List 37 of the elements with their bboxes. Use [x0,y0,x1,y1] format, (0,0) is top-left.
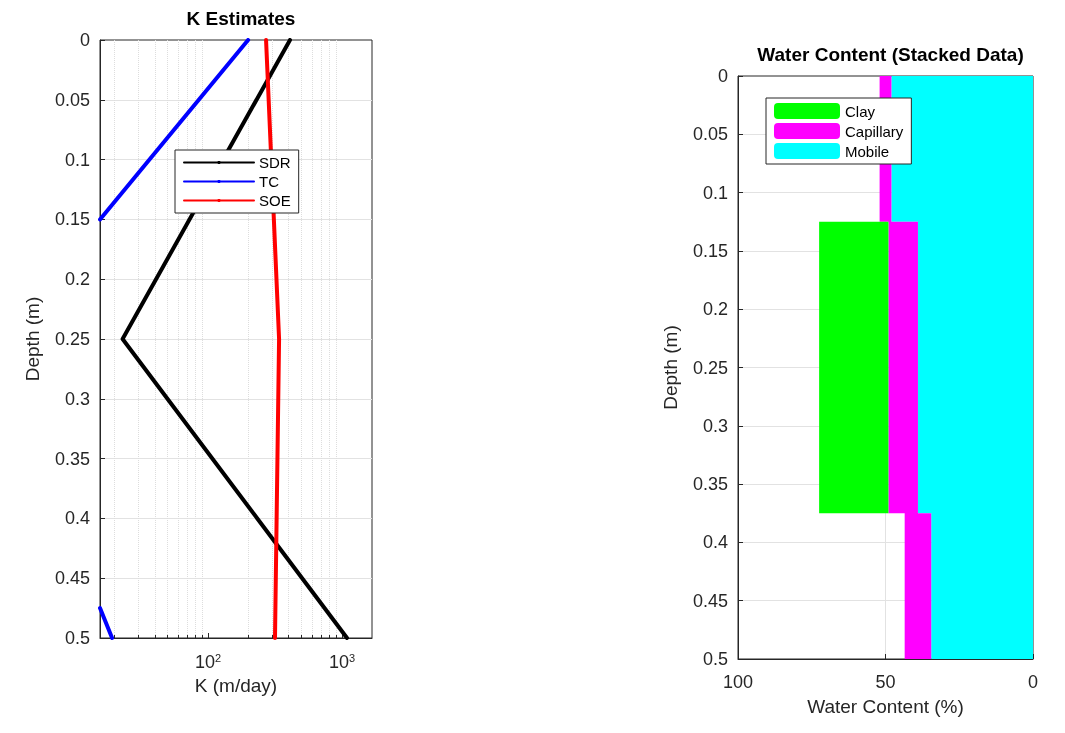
y-axis-title: Depth (m) [660,325,681,410]
legend-label: Clay [845,102,876,120]
y-tick-label: 0.05 [54,89,90,110]
legend-label: SDR [259,154,291,171]
y-tick-label: 0.35 [692,474,728,495]
y-tick-label: 0.15 [54,209,90,230]
chart-title: K Estimates [186,8,296,29]
y-axis-title: Depth (m) [22,296,43,382]
y-tick-label: 0.45 [692,590,728,611]
y-tick-label: 0.05 [692,124,728,145]
x-tick-label: 50 [875,672,896,692]
y-tick-label: 0.25 [692,357,728,378]
y-tick-label: 0.4 [64,508,90,529]
x-axis-title: K (m/day) [194,675,278,696]
chart-title: Water Content (Stacked Data) [757,44,1024,65]
y-tick-label: 0.15 [692,240,728,261]
y-tick-label: 0.3 [702,415,728,436]
y-tick-label: 0 [79,30,90,50]
y-tick-label: 0.4 [702,532,728,553]
y-tick-label: 0 [717,66,728,86]
x-tick-label: 0 [1027,672,1039,692]
y-tick-label: 0.45 [54,568,90,589]
y-tick-label: 0.1 [702,182,728,203]
x-tick-label: 100 [722,672,754,692]
legend-label: SOE [259,192,291,209]
y-tick-label: 0.1 [64,149,90,170]
y-tick-label: 0.5 [702,649,728,669]
x-axis-title: Water Content (%) [807,696,964,717]
y-tick-label: 0.25 [54,329,90,349]
y-tick-label: 0.2 [64,269,90,290]
legend-label: Capillary [845,122,904,140]
y-tick-label: 0.35 [54,448,90,469]
legend-label: Mobile [845,142,890,160]
legend-label: TC [259,173,280,190]
y-tick-label: 0.3 [64,388,90,409]
y-tick-label: 0.2 [702,299,728,320]
y-tick-label: 0.5 [64,628,90,648]
